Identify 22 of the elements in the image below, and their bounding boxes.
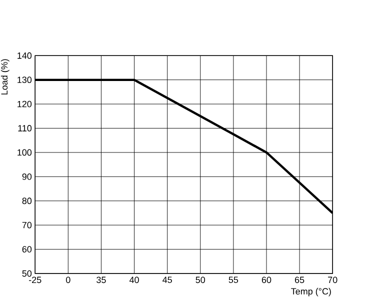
x-tick-label: 70 bbox=[328, 276, 338, 283]
x-tick-label: 65 bbox=[294, 276, 304, 283]
x-tick-label: 60 bbox=[262, 276, 272, 283]
y-tick-label: 60 bbox=[22, 246, 32, 252]
y-tick-label: 90 bbox=[22, 173, 32, 180]
x-axis-title: Temp (°C) bbox=[291, 288, 331, 296]
y-tick-label: 70 bbox=[22, 222, 32, 228]
y-tick-label: 110 bbox=[18, 124, 32, 132]
x-tick-label: 45 bbox=[162, 276, 172, 283]
y-axis-title: Load (%) bbox=[0, 59, 10, 94]
x-tick-label: 40 bbox=[129, 276, 139, 283]
y-tick-label: 120 bbox=[18, 100, 32, 108]
y-tick-label: 100 bbox=[18, 149, 32, 156]
y-tick-label: 130 bbox=[18, 76, 32, 83]
y-tick-label: 140 bbox=[18, 52, 32, 59]
x-tick-label: 35 bbox=[96, 276, 106, 283]
y-tick-label: 80 bbox=[22, 198, 32, 204]
x-tick-label: -25 bbox=[29, 276, 42, 283]
y-tick-label: 50 bbox=[22, 270, 32, 277]
x-tick-label: 0 bbox=[66, 276, 70, 283]
x-tick-label: 55 bbox=[228, 276, 238, 283]
x-tick-label: 50 bbox=[196, 276, 206, 283]
